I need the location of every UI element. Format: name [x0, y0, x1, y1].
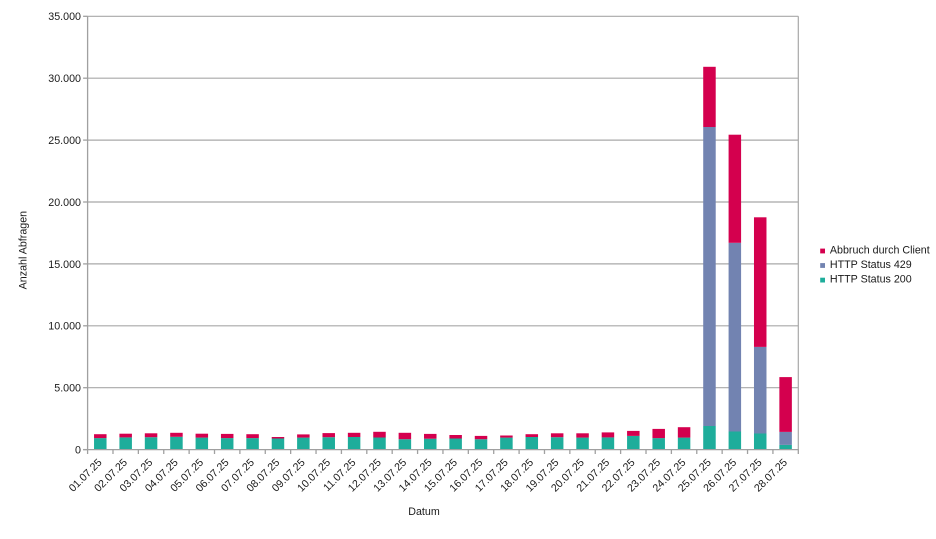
svg-text:Anzahl Abfragen: Anzahl Abfragen: [18, 211, 30, 289]
svg-text:Abbruch durch Client: Abbruch durch Client: [830, 245, 930, 257]
svg-text:15.000: 15.000: [48, 259, 81, 271]
svg-text:10.000: 10.000: [48, 321, 81, 333]
svg-text:HTTP Status 200: HTTP Status 200: [830, 274, 912, 286]
svg-text:5.000: 5.000: [54, 383, 81, 395]
svg-text:0: 0: [75, 445, 81, 457]
svg-text:HTTP Status 429: HTTP Status 429: [830, 259, 912, 271]
svg-text:35.000: 35.000: [48, 11, 81, 23]
svg-text:25.000: 25.000: [48, 135, 81, 147]
svg-text:Datum: Datum: [408, 506, 440, 518]
svg-text:20.000: 20.000: [48, 197, 81, 209]
svg-text:30.000: 30.000: [48, 73, 81, 85]
